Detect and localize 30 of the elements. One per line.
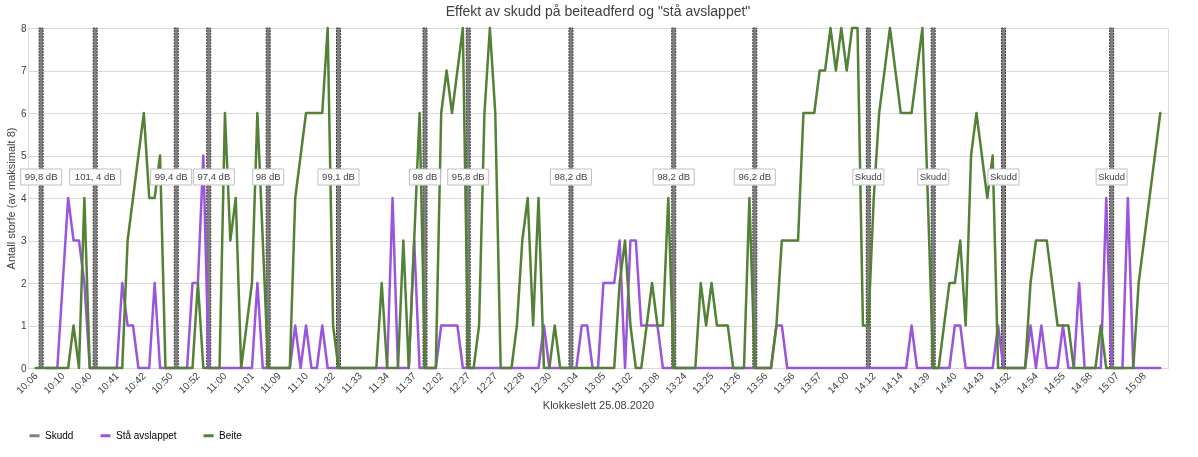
annotation: Skudd [854, 171, 882, 182]
y-tick-label: 0 [20, 362, 27, 374]
annotation: 98 dB [255, 171, 281, 182]
x-axis-title: Klokkeslett 25.08.2020 [542, 398, 655, 411]
annotation: 99,1 dB [322, 171, 355, 182]
annotation: 97,4 dB [197, 171, 231, 182]
annotation: Skudd [919, 171, 947, 182]
annotation: 95,8 dB [451, 171, 485, 182]
y-tick-label: 5 [20, 150, 27, 161]
y-tick-label: 1 [20, 320, 27, 331]
y-axis-title: Antall storfe (av maksimalt 8) [4, 127, 17, 270]
annotation: 98 dB [412, 171, 438, 182]
annotation: 101, 4 dB [74, 171, 116, 182]
legend-label: Beite [219, 429, 243, 441]
y-tick-label: 6 [20, 107, 27, 119]
y-tick-label: 3 [20, 235, 27, 246]
annotation: 99,4 dB [154, 171, 188, 182]
annotation: Skudd [990, 171, 1017, 182]
annotation: 98,2 dB [657, 171, 691, 182]
annotation: 98,2 dB [554, 171, 588, 182]
y-tick-label: 4 [20, 192, 27, 204]
chart-title: Effekt av skudd på beiteadferd og "stå avslappet" [445, 3, 751, 19]
y-tick-label: 7 [20, 65, 27, 76]
annotation: 99,8 dB [24, 171, 58, 182]
annotation: 96,2 dB [738, 171, 772, 182]
legend-label: Skudd [45, 429, 74, 441]
annotation: Skudd [1098, 171, 1126, 182]
legend-label: Stå avslappet [116, 429, 177, 441]
y-tick-label: 2 [20, 277, 27, 289]
y-tick-label: 8 [20, 22, 27, 34]
